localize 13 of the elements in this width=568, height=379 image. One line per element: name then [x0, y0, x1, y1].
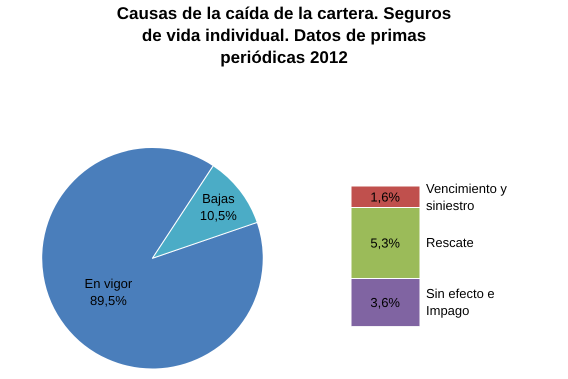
series-label: Vencimiento y siniestro — [426, 181, 508, 213]
slice-label: Bajas — [202, 191, 236, 206]
series-label: Rescate — [426, 235, 474, 250]
slice-label: En vigor — [84, 276, 133, 292]
chart-title: Causas de la caída de la cartera. Seguros de vida individual. Datos de primas periódicas 2012 — [116, 4, 452, 68]
series-label: Sin efecto e Impago — [426, 286, 495, 318]
data-label: 1,6% — [370, 189, 400, 204]
data-label: 89,5% — [90, 293, 128, 308]
pie-slice — [41, 147, 264, 370]
data-label: 10,5% — [200, 208, 238, 223]
pie-slice — [152, 165, 258, 259]
data-label: 5,3% — [370, 235, 400, 250]
data-label: 3,6% — [370, 294, 400, 310]
